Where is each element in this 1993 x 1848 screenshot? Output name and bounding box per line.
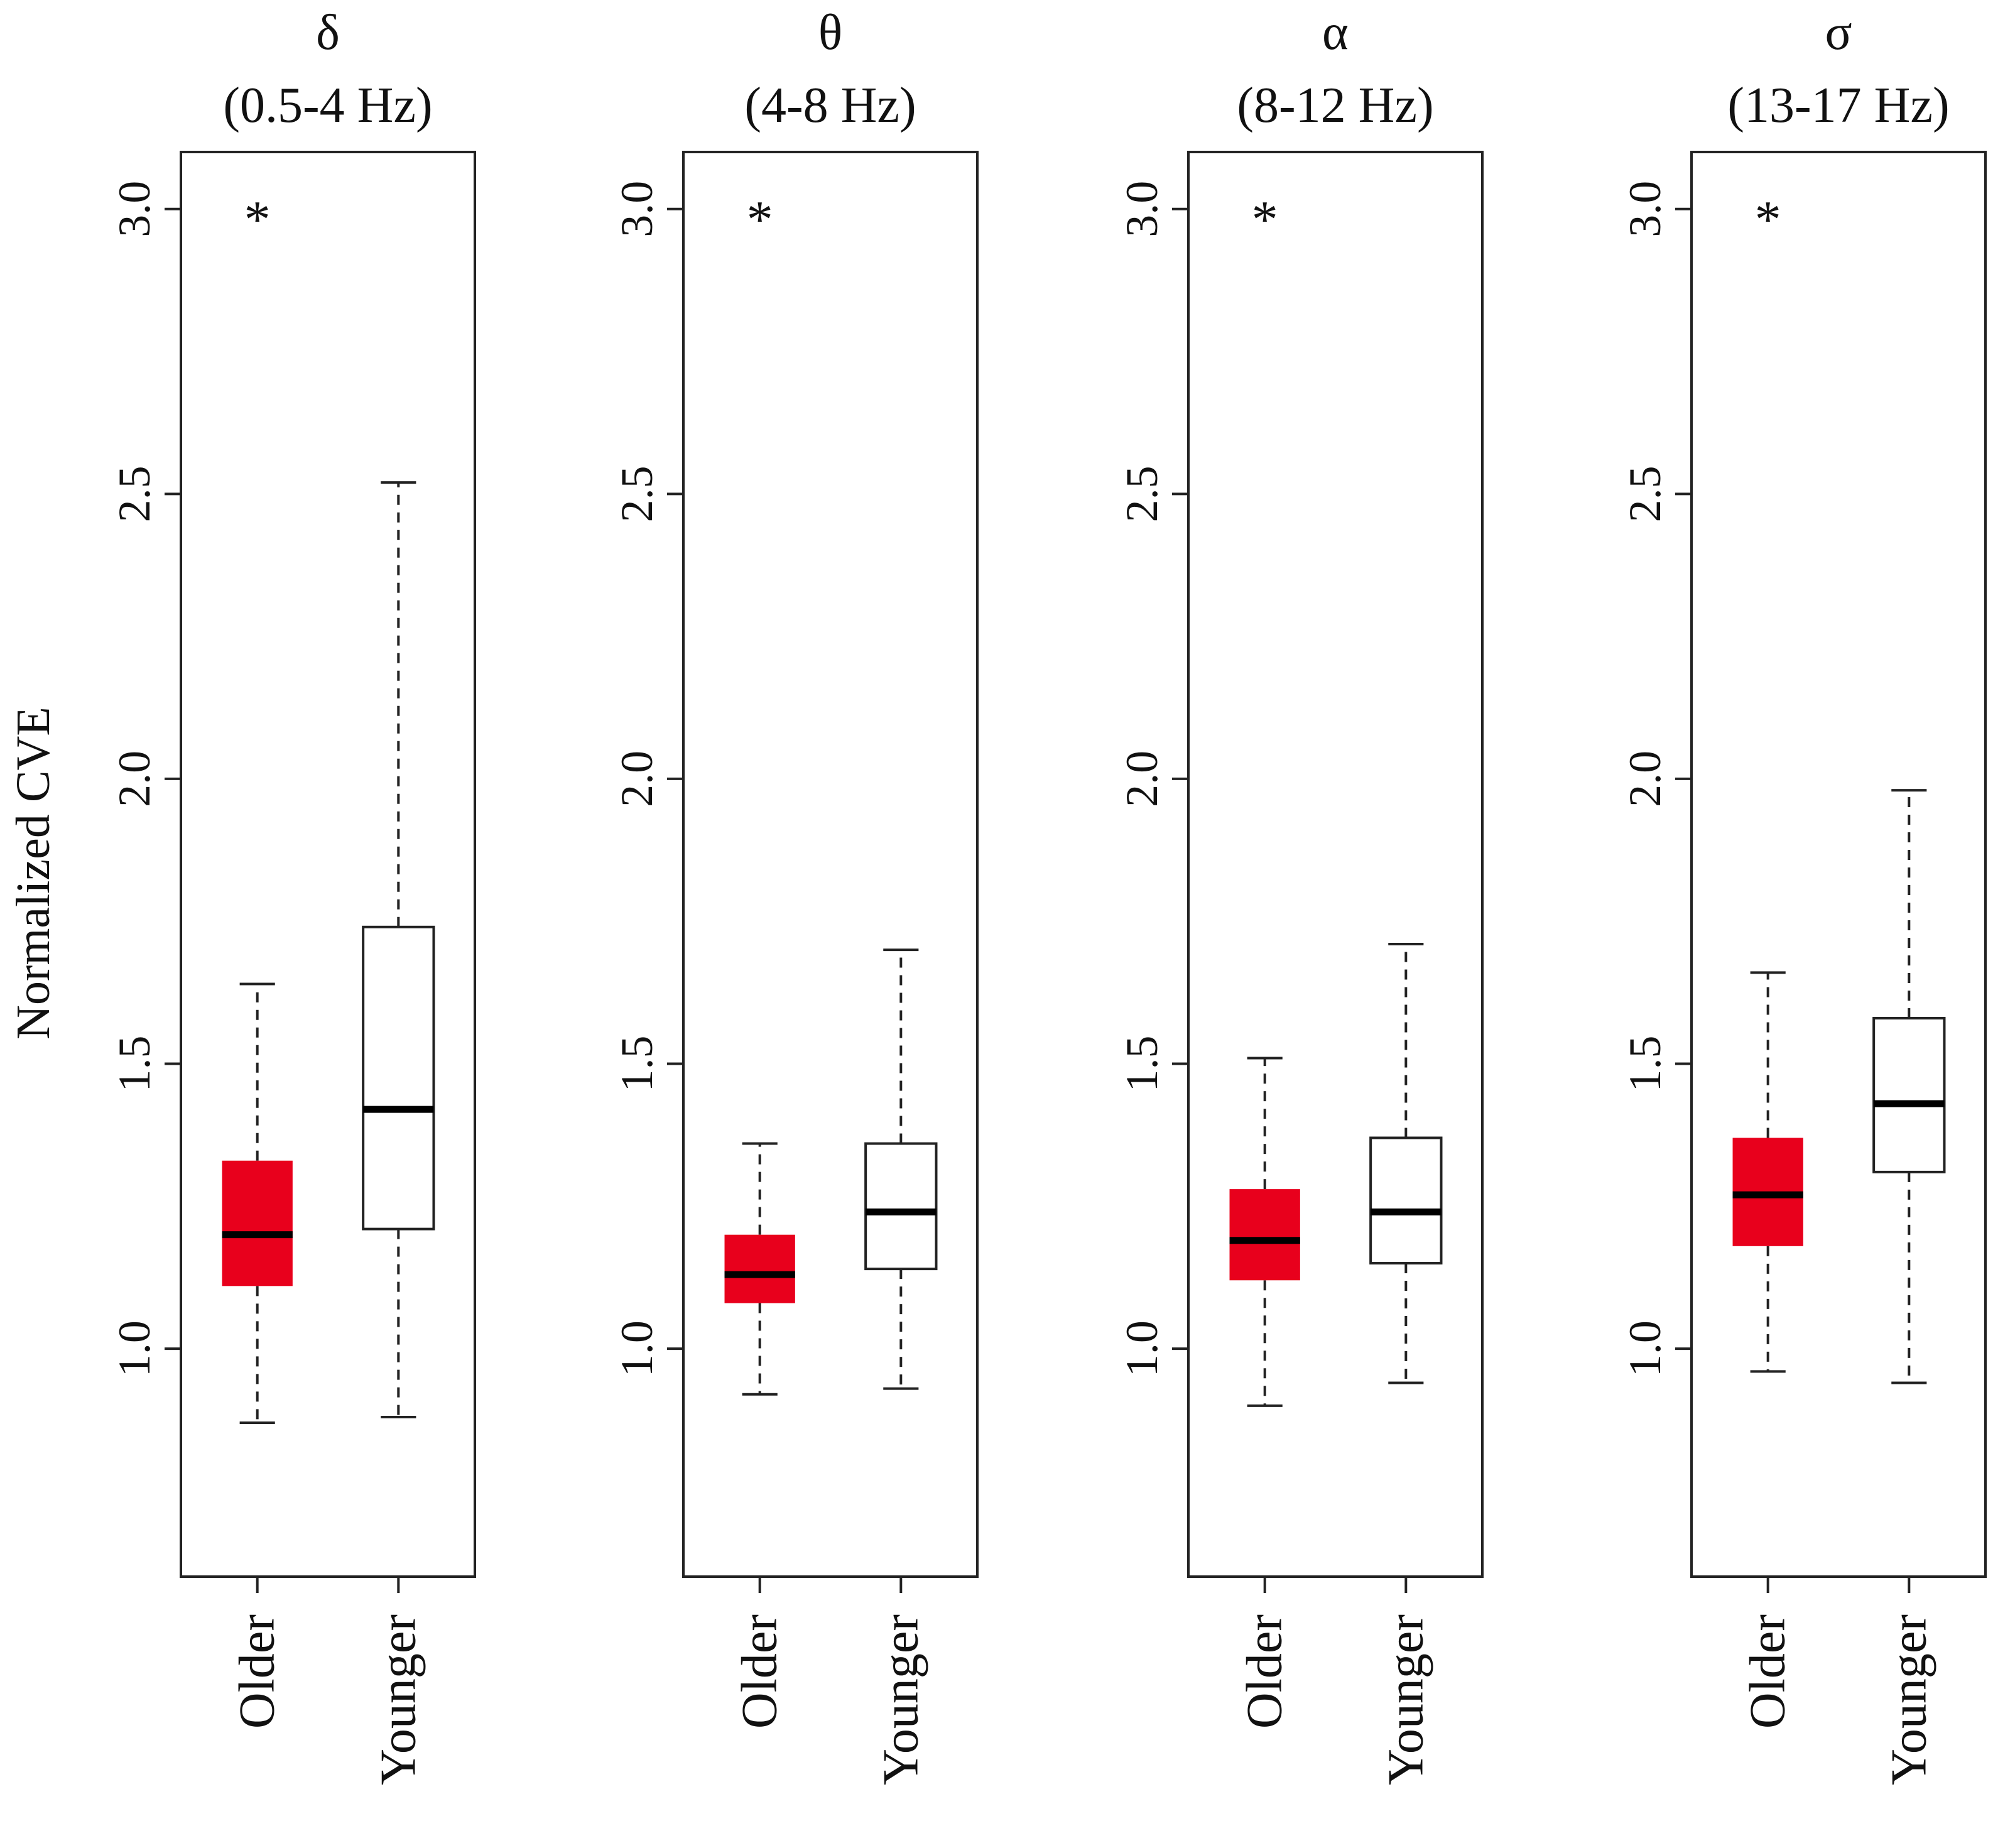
y-tick-label: 1.0 bbox=[1620, 1320, 1670, 1377]
older-box bbox=[724, 1234, 795, 1303]
panel-title-symbol: θ bbox=[818, 5, 842, 60]
panel-1: δ (0.5-4 Hz) 1.0 1.5 2.0 2.5 3.0 * Older Younger bbox=[109, 5, 476, 1785]
younger-box bbox=[1872, 1016, 1946, 1173]
y-tick-label: 3.0 bbox=[612, 181, 662, 237]
panel-frame bbox=[682, 151, 979, 1578]
category-label-older: Older bbox=[230, 1614, 285, 1729]
y-tick-label: 1.5 bbox=[1620, 1036, 1670, 1092]
y-tick-label: 1.5 bbox=[612, 1036, 662, 1092]
panel-title-range: (4-8 Hz) bbox=[744, 78, 916, 133]
panel-title-symbol: δ bbox=[316, 5, 340, 60]
panel-frame bbox=[1187, 151, 1484, 1578]
category-label-younger: Younger bbox=[1881, 1614, 1936, 1785]
category-label-younger: Younger bbox=[1378, 1614, 1433, 1785]
y-tick-label: 3.0 bbox=[1620, 181, 1670, 237]
y-tick-label: 1.0 bbox=[109, 1320, 160, 1377]
y-tick-label: 1.0 bbox=[612, 1320, 662, 1377]
category-label-older: Older bbox=[732, 1614, 788, 1729]
y-tick-label: 1.5 bbox=[109, 1036, 160, 1092]
panel-frame bbox=[180, 151, 476, 1578]
significance-marker: * bbox=[244, 190, 271, 249]
y-tick-label: 1.0 bbox=[1117, 1320, 1167, 1377]
younger-box bbox=[362, 925, 435, 1231]
category-label-older: Older bbox=[1740, 1614, 1796, 1729]
panels-layer: δ(0.5-4 Hz)1.01.52.02.53.0 *Older Youngerθ… bbox=[109, 5, 1987, 1785]
y-tick-label: 2.5 bbox=[109, 465, 160, 522]
y-tick-label: 2.0 bbox=[612, 751, 662, 807]
panel-title-range: (13-17 Hz) bbox=[1727, 78, 1949, 133]
category-label-older: Older bbox=[1237, 1614, 1293, 1729]
y-tick-label: 3.0 bbox=[109, 181, 160, 237]
panel-title-range: (0.5-4 Hz) bbox=[223, 78, 432, 133]
y-tick-label: 2.5 bbox=[1117, 465, 1167, 522]
younger-box bbox=[864, 1142, 938, 1271]
category-label-younger: Younger bbox=[371, 1614, 426, 1785]
y-tick-label: 2.5 bbox=[612, 465, 662, 522]
panel-title-range: (8-12 Hz) bbox=[1237, 78, 1433, 133]
significance-marker: * bbox=[1755, 190, 1781, 249]
y-tick-label: 2.0 bbox=[1620, 751, 1670, 807]
panel-2: θ (4-8 Hz) 1.0 1.5 2.0 2.5 3.0 * Older Younger bbox=[612, 5, 979, 1785]
panel-title-symbol: α bbox=[1322, 5, 1349, 60]
significance-marker: * bbox=[747, 190, 773, 249]
y-axis-label: Normalized CVE bbox=[7, 707, 60, 1040]
y-tick-label: 3.0 bbox=[1117, 181, 1167, 237]
category-label-younger: Younger bbox=[873, 1614, 928, 1785]
panel-3: α (8-12 Hz) 1.0 1.5 2.0 2.5 3.0 * Older Younger bbox=[1117, 5, 1484, 1785]
older-box bbox=[1229, 1189, 1300, 1281]
panel-title-symbol: σ bbox=[1825, 5, 1852, 60]
y-tick-label: 1.5 bbox=[1117, 1036, 1167, 1092]
younger-box bbox=[1369, 1136, 1443, 1265]
y-tick-label: 2.5 bbox=[1620, 465, 1670, 522]
y-tick-label: 2.0 bbox=[1117, 751, 1167, 807]
panel-4: σ (13-17 Hz) 1.0 1.5 2.0 2.5 3.0 * Older Younger bbox=[1620, 5, 1987, 1785]
significance-marker: * bbox=[1252, 190, 1278, 249]
y-tick-label: 2.0 bbox=[109, 751, 160, 807]
older-box bbox=[222, 1160, 293, 1286]
panel-frame bbox=[1690, 151, 1987, 1578]
